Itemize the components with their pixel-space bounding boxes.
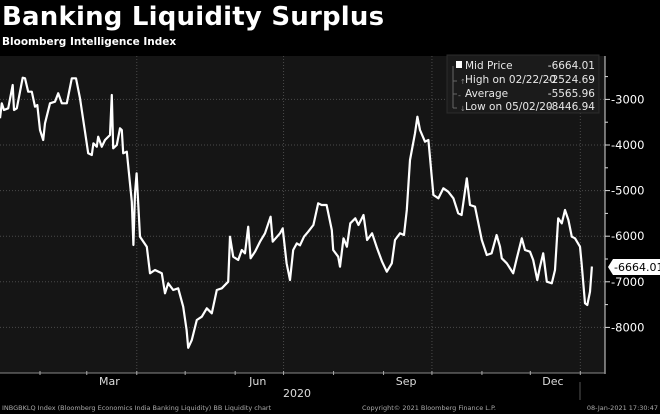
y-tick-label: -6000	[611, 229, 644, 243]
legend-label-mid-price: Mid Price	[465, 60, 513, 72]
legend-down-arrow-icon: ↓	[460, 105, 466, 113]
x-tick-label-mar: Mar	[99, 375, 120, 388]
legend-label-high: High on 02/22/20	[465, 74, 556, 86]
y-tick-label: -8000	[611, 320, 644, 334]
chart-subtitle: Bloomberg Intelligence Index	[2, 36, 177, 48]
legend: ↑ - ↓ Mid Price -6664.01 High on 02/22/2…	[446, 54, 600, 114]
y-tick-label: -4000	[611, 138, 644, 152]
series-line-mid-price	[0, 76, 593, 349]
legend-value-high: -2524.69	[548, 74, 595, 86]
chart-title: Banking Liquidity Surplus	[2, 2, 385, 32]
legend-dash-icon: -	[458, 91, 461, 100]
x-tick-label-jun: Jun	[248, 375, 266, 388]
x-axis-year-label: 2020	[283, 387, 311, 400]
legend-up-arrow-icon: ↑	[460, 78, 466, 86]
y-tick-label: -7000	[611, 275, 644, 289]
footer-copyright: Copyright© 2021 Bloomberg Finance L.P.	[362, 404, 496, 412]
x-tick-label-dec: Dec	[542, 375, 563, 388]
x-axis-ticks: Mar Jun Sep Dec	[39, 371, 581, 388]
legend-label-average: Average	[465, 88, 508, 100]
footer-timestamp: 08-Jan-2021 17:30:47	[587, 404, 658, 412]
y-axis-ticks: -3000 -4000 -5000 -6000 -7000 -8000	[605, 76, 644, 334]
legend-value-low: -8446.94	[548, 101, 596, 113]
last-value-label: -6664.01	[614, 261, 660, 274]
y-tick-label: -3000	[611, 92, 644, 106]
y-tick-label: -5000	[611, 184, 644, 198]
legend-box	[446, 54, 600, 114]
legend-tree-lines	[452, 66, 457, 109]
axes	[0, 56, 606, 374]
x-tick-label-sep: Sep	[396, 375, 417, 388]
legend-value-average: -5565.96	[548, 88, 596, 100]
footer-source: INBGBKLQ Index (Bloomberg Economics Indi…	[2, 404, 272, 412]
legend-label-low: Low on 05/02/20	[465, 101, 553, 113]
legend-square-icon	[456, 61, 462, 68]
last-value-tag: -6664.01	[608, 259, 660, 275]
last-value-tag-bg	[608, 259, 660, 275]
legend-value-mid-price: -6664.01	[548, 60, 595, 72]
